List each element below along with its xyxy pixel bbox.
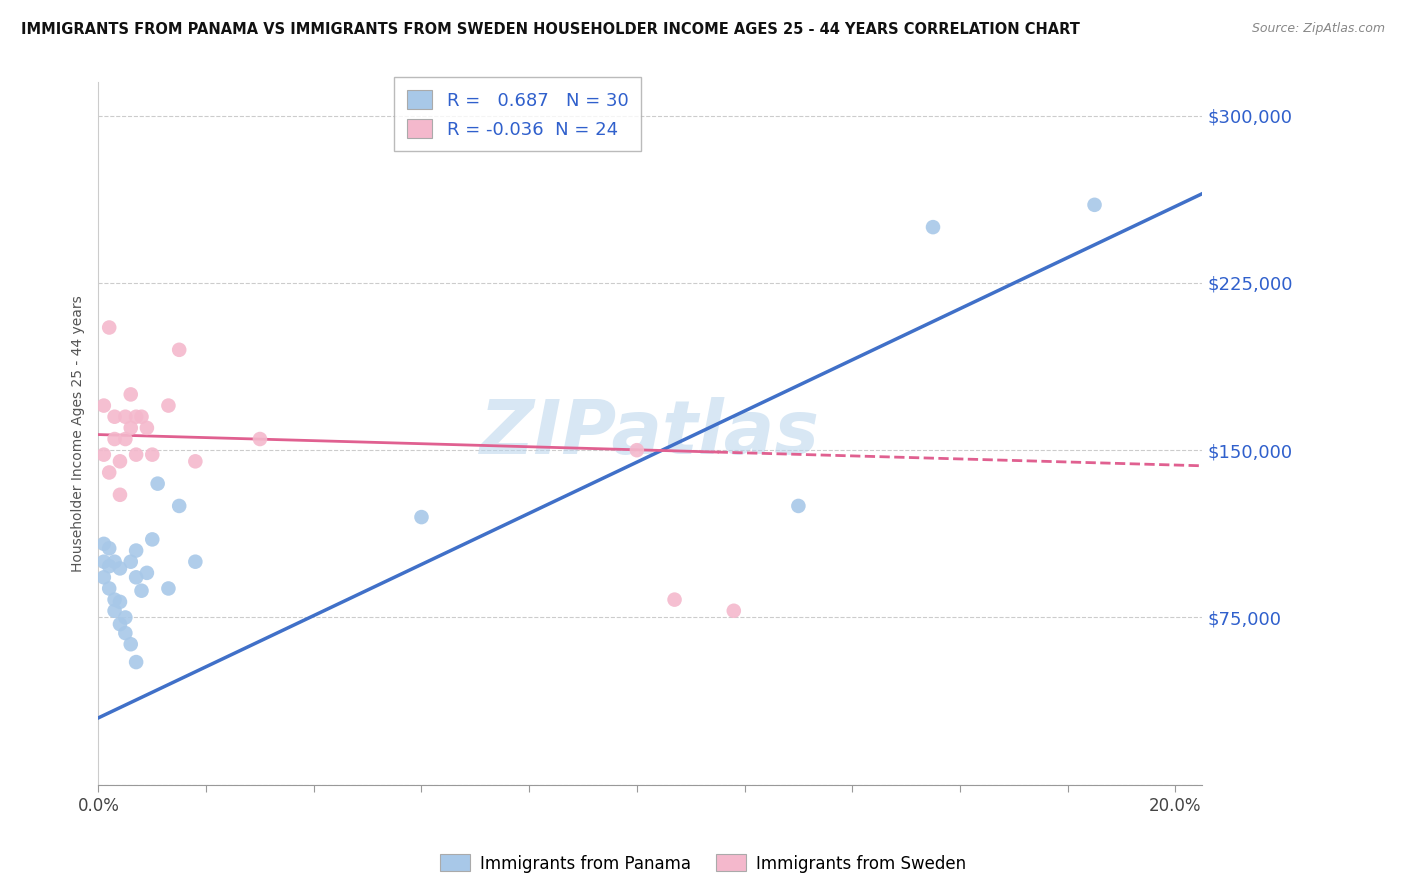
Point [664, 592, 686, 607]
Point [114, 610, 136, 624]
Point [103, 409, 125, 424]
Point [922, 220, 945, 235]
Point [103, 592, 125, 607]
Point [93, 448, 115, 462]
Point [184, 555, 207, 569]
Point [98, 582, 121, 596]
Point [135, 566, 157, 580]
Point [93, 570, 115, 584]
Point [114, 432, 136, 446]
Point [141, 533, 163, 547]
Point [249, 432, 271, 446]
Point [125, 655, 148, 669]
Point [157, 582, 180, 596]
Point [108, 595, 131, 609]
Point [93, 555, 115, 569]
Point [98, 320, 121, 334]
Point [184, 454, 207, 468]
Text: IMMIGRANTS FROM PANAMA VS IMMIGRANTS FROM SWEDEN HOUSEHOLDER INCOME AGES 25 - 44: IMMIGRANTS FROM PANAMA VS IMMIGRANTS FRO… [21, 22, 1080, 37]
Point [167, 343, 190, 357]
Point [108, 488, 131, 502]
Text: Source: ZipAtlas.com: Source: ZipAtlas.com [1251, 22, 1385, 36]
Point [141, 448, 163, 462]
Point [135, 421, 157, 435]
Point [125, 448, 148, 462]
Point [108, 617, 131, 632]
Point [103, 604, 125, 618]
Point [114, 409, 136, 424]
Point [125, 543, 148, 558]
Point [98, 541, 121, 556]
Point [93, 537, 115, 551]
Point [157, 399, 180, 413]
Point [131, 583, 153, 598]
Point [108, 561, 131, 575]
Point [146, 476, 169, 491]
Point [98, 466, 121, 480]
Point [125, 570, 148, 584]
Point [626, 443, 648, 458]
Point [114, 626, 136, 640]
Point [120, 555, 142, 569]
Point [103, 432, 125, 446]
Point [1083, 198, 1105, 212]
Point [125, 409, 148, 424]
Point [411, 510, 433, 524]
Y-axis label: Householder Income Ages 25 - 44 years: Householder Income Ages 25 - 44 years [72, 295, 86, 572]
Point [98, 559, 121, 574]
Point [120, 637, 142, 651]
Text: ZIPatlas: ZIPatlas [481, 397, 820, 470]
Point [108, 454, 131, 468]
Point [93, 399, 115, 413]
Point [723, 604, 745, 618]
Point [120, 387, 142, 401]
Point [787, 499, 810, 513]
Point [103, 555, 125, 569]
Legend: R =   0.687   N = 30, R = -0.036  N = 24: R = 0.687 N = 30, R = -0.036 N = 24 [395, 77, 641, 152]
Point [120, 421, 142, 435]
Point [131, 409, 153, 424]
Legend: Immigrants from Panama, Immigrants from Sweden: Immigrants from Panama, Immigrants from … [433, 847, 973, 880]
Point [167, 499, 190, 513]
